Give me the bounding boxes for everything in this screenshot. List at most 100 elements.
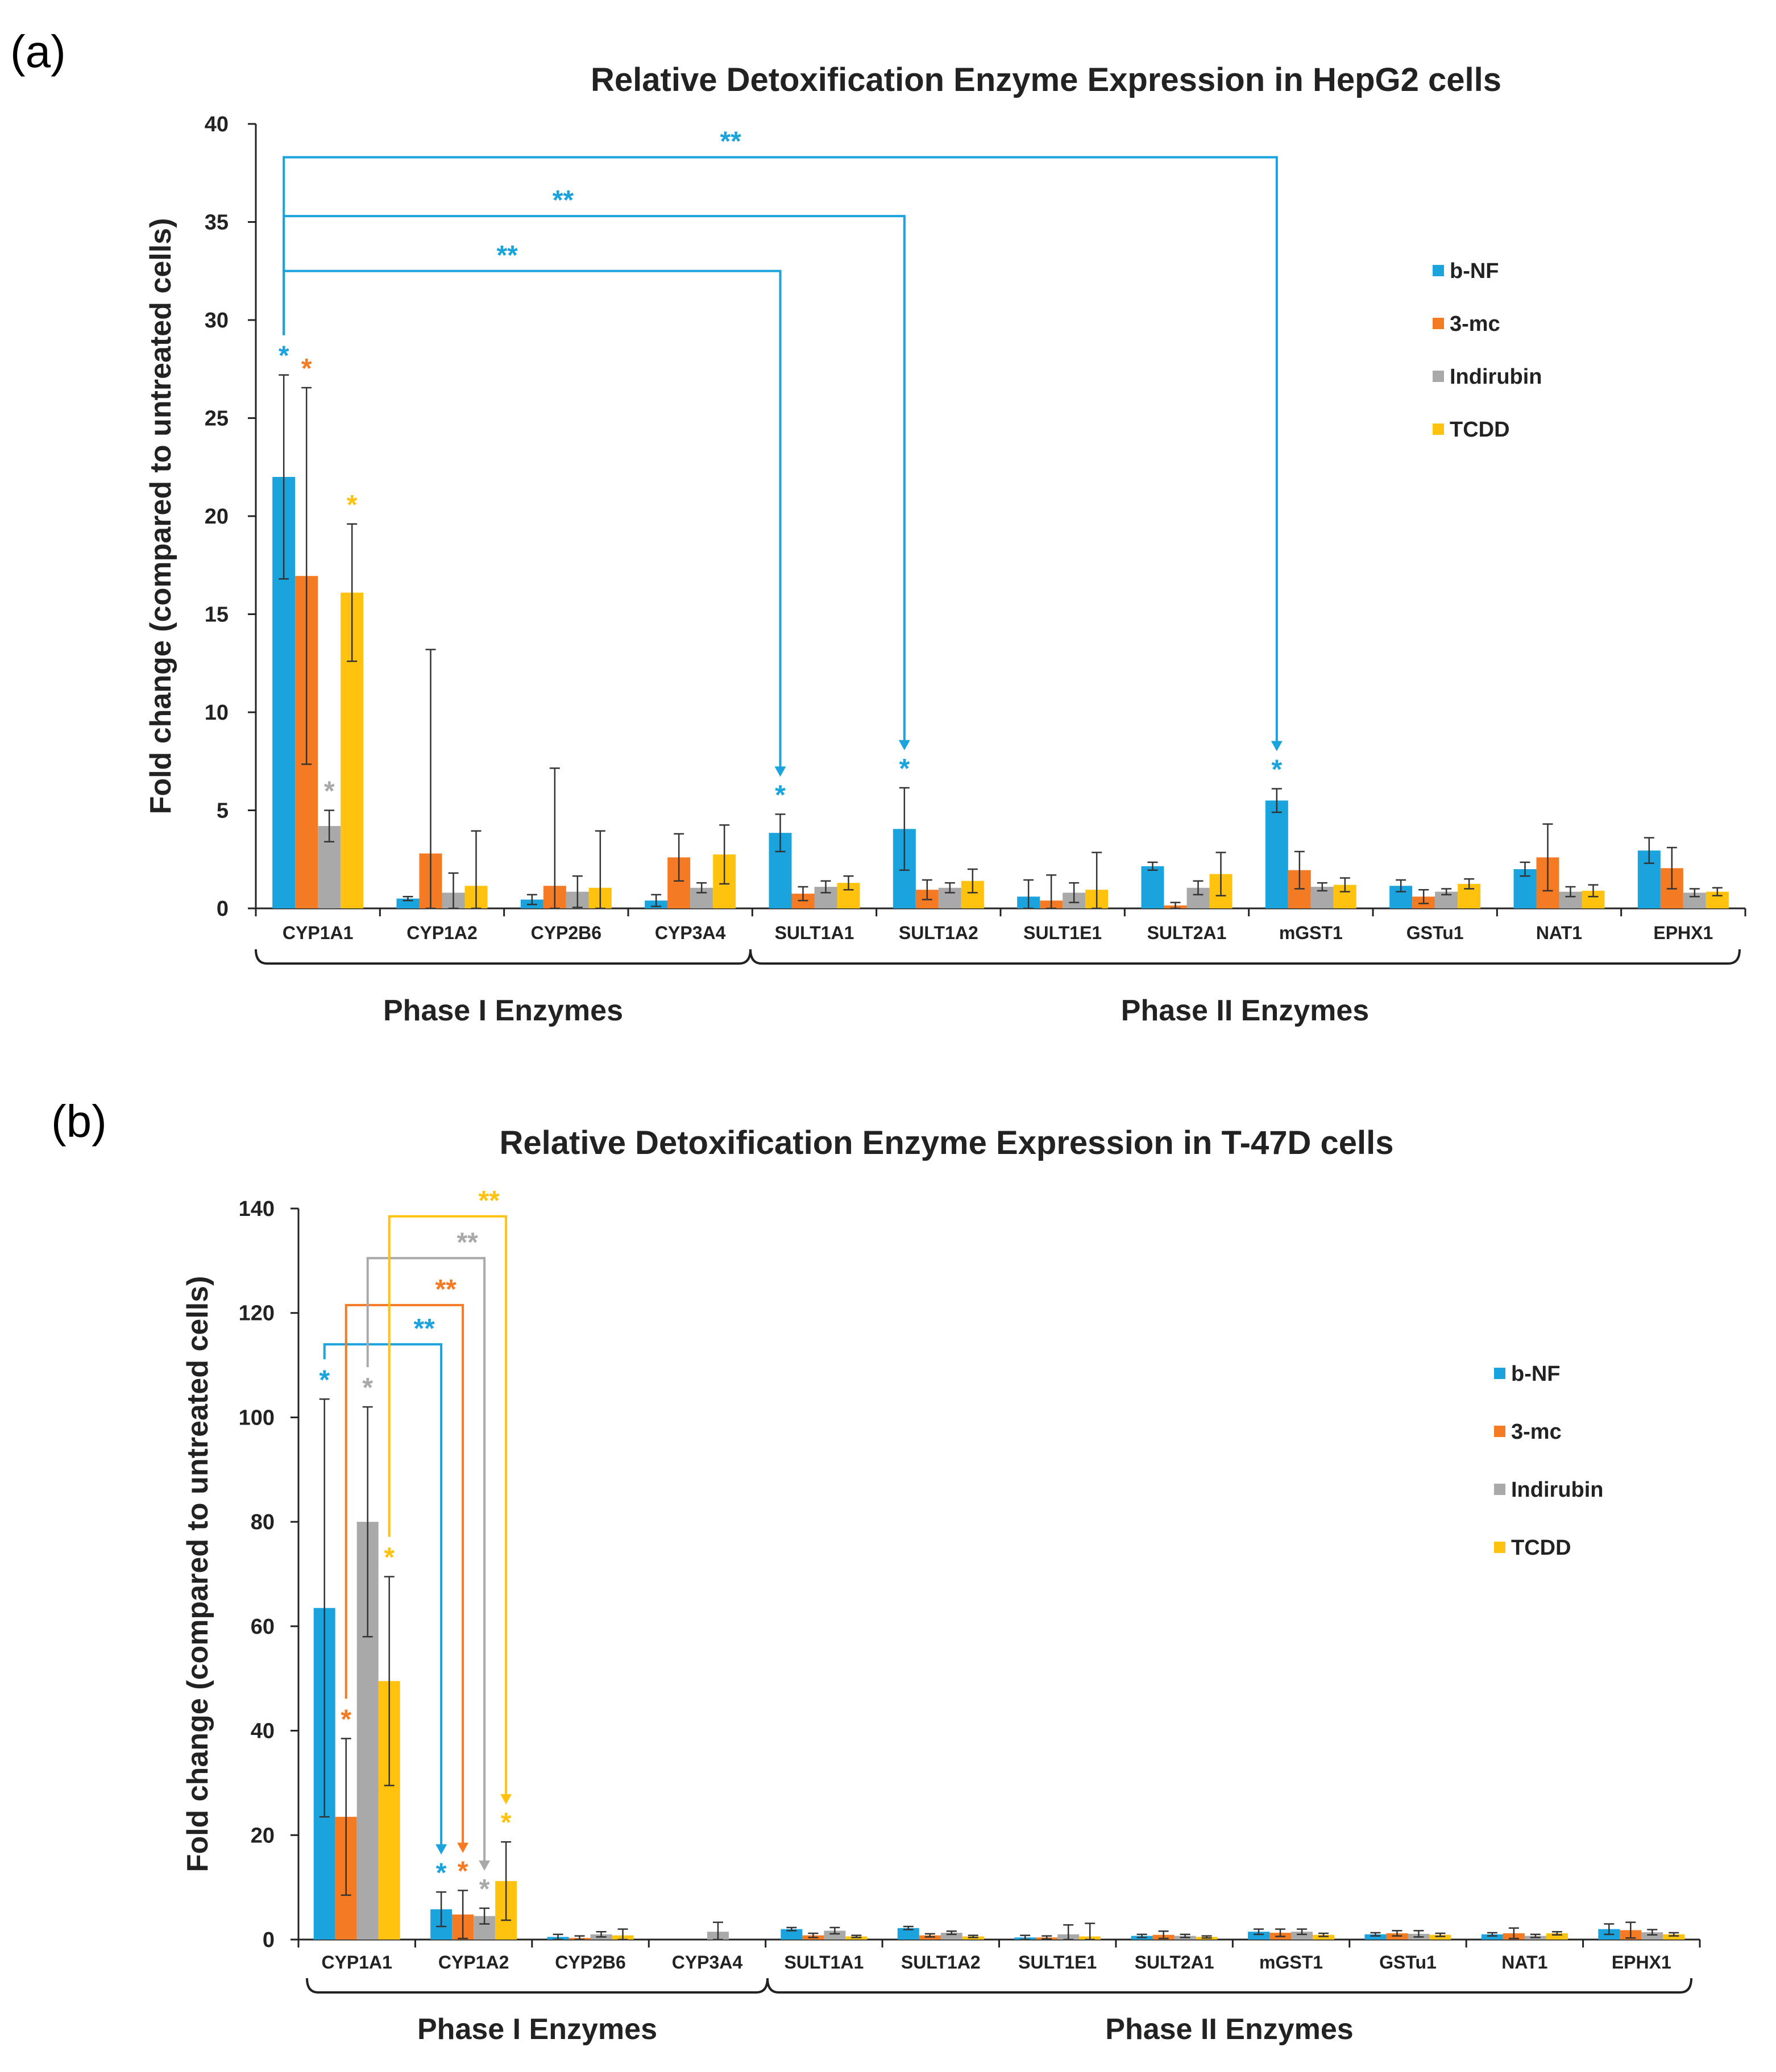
panel-label: (a) (10, 26, 66, 77)
y-tick-label: 25 (205, 407, 229, 431)
y-axis-label: Fold change (compared to untreated cells… (181, 1276, 214, 1872)
legend-label: 3-mc (1511, 1420, 1562, 1444)
phase-label: Phase I Enzymes (417, 2013, 657, 2046)
bar-TCDD-EPHX1 (1663, 1934, 1685, 1940)
legend-swatch-TCDD (1433, 423, 1444, 435)
y-tick-label: 60 (251, 1615, 275, 1639)
phase-bracket (749, 949, 1741, 965)
x-tick-label: GSTu1 (1406, 923, 1464, 943)
bar-b-NF-mGST1 (1248, 1932, 1270, 1940)
bracket-label: ** (413, 1314, 435, 1344)
x-tick-label: EPHX1 (1653, 923, 1713, 943)
significance-bracket (388, 1215, 508, 1803)
x-tick-label: CYP1A1 (321, 1952, 392, 1973)
significance-star: * (324, 777, 335, 807)
bar-Indirubin-mGST1 (1291, 1932, 1313, 1940)
significance-star: * (1271, 755, 1282, 785)
x-tick-label: NAT1 (1536, 923, 1582, 943)
x-tick-label: CYP2B6 (531, 923, 602, 943)
y-tick-label: 40 (205, 113, 229, 136)
x-tick-label: CYP1A1 (283, 923, 354, 943)
phase-bracket (766, 1978, 1692, 1994)
significance-star: * (301, 354, 312, 384)
bracket-label: ** (720, 127, 741, 157)
y-tick-label: 35 (205, 211, 229, 235)
bar-b-NF-GSTu1 (1364, 1934, 1387, 1940)
x-tick-label: CYP1A2 (438, 1952, 509, 1973)
y-tick-label: 120 (239, 1302, 275, 1326)
significance-bracket (345, 1303, 464, 1851)
legend-swatch-TCDD (1494, 1542, 1505, 1553)
legend-swatch-Indirubin (1494, 1484, 1505, 1495)
bracket-arrowhead (500, 1794, 512, 1805)
y-tick-label: 0 (217, 897, 229, 921)
y-tick-label: 10 (205, 701, 229, 725)
y-tick-label: 140 (239, 1197, 275, 1221)
significance-star: * (899, 754, 910, 784)
y-tick-label: 40 (251, 1720, 275, 1743)
x-tick-label: SULT1E1 (1023, 923, 1102, 943)
bar-b-NF-SULT1A1 (781, 1929, 803, 1940)
x-tick-label: NAT1 (1501, 1952, 1547, 1973)
bracket-arrowhead (774, 766, 786, 777)
phase-label: Phase II Enzymes (1121, 994, 1369, 1027)
bracket-label: ** (478, 1186, 500, 1216)
x-tick-label: GSTu1 (1379, 1952, 1437, 1973)
y-tick-label: 5 (217, 799, 229, 823)
x-tick-label: mGST1 (1279, 923, 1343, 943)
significance-star: * (279, 341, 289, 371)
phase-bracket (255, 949, 752, 965)
bracket-label: ** (496, 240, 518, 271)
y-tick-label: 20 (251, 1824, 275, 1847)
bracket-label: ** (457, 1227, 478, 1257)
bracket-arrowhead (898, 740, 910, 750)
bar-Indirubin-SULT1A1 (824, 1930, 846, 1940)
x-tick-label: mGST1 (1259, 1952, 1323, 1973)
x-tick-label: SULT1A1 (775, 923, 854, 943)
significance-bracket (283, 215, 906, 748)
x-tick-label: CYP3A4 (655, 923, 726, 943)
significance-star: * (341, 1704, 351, 1734)
x-tick-label: SULT2A1 (1135, 1952, 1214, 1973)
bar-TCDD-NAT1 (1546, 1933, 1568, 1940)
y-tick-label: 0 (263, 1928, 275, 1952)
significance-star: * (436, 1858, 447, 1888)
legend-label: TCDD (1450, 418, 1510, 442)
bar-b-NF-NAT1 (1481, 1934, 1503, 1940)
chart-title: Relative Detoxification Enzyme Expressio… (500, 1124, 1394, 1161)
bracket-arrowhead (435, 1844, 447, 1855)
x-tick-label: SULT1A2 (901, 1952, 981, 1973)
bar-b-NF-CYP1A2 (396, 898, 420, 908)
x-tick-label: SULT1E1 (1018, 1952, 1097, 1973)
bar-TCDD-mGST1 (1313, 1934, 1335, 1940)
x-tick-label: SULT1A2 (899, 923, 978, 943)
x-tick-label: EPHX1 (1612, 1952, 1671, 1973)
y-tick-label: 30 (205, 309, 229, 333)
bar-Indirubin-SULT1A2 (940, 1933, 962, 1940)
legend-swatch-Indirubin (1433, 371, 1444, 382)
phase-label: Phase I Enzymes (383, 994, 623, 1027)
bracket-label: ** (435, 1274, 457, 1305)
significance-star: * (775, 780, 786, 810)
legend-swatch-3-mc (1433, 318, 1444, 329)
significance-bracket (283, 156, 1278, 749)
phase-bracket (306, 1978, 769, 1994)
chart-panel-0: (a) Relative Detoxification Enzyme Expres… (10, 26, 1746, 1027)
bar-Indirubin-EPHX1 (1641, 1932, 1663, 1940)
bar-b-NF-mGST1 (1265, 800, 1288, 908)
significance-star: * (319, 1365, 330, 1395)
phase-label: Phase II Enzymes (1105, 2013, 1353, 2046)
significance-star: * (501, 1808, 512, 1838)
legend-label: Indirubin (1511, 1478, 1604, 1502)
x-tick-label: CYP1A2 (406, 923, 478, 943)
legend-label: b-NF (1450, 259, 1499, 283)
significance-star: * (458, 1857, 468, 1887)
bar-b-NF-SULT1A2 (897, 1928, 919, 1940)
bracket-arrowhead (1271, 741, 1283, 751)
x-tick-label: CYP2B6 (555, 1952, 626, 1973)
y-axis-label: Fold change (compared to untreated cells… (144, 218, 177, 815)
significance-star: * (362, 1373, 373, 1403)
chart-panel-1: (b) Relative Detoxification Enzyme Expres… (51, 1096, 1701, 2046)
legend-swatch-3-mc (1494, 1426, 1505, 1437)
